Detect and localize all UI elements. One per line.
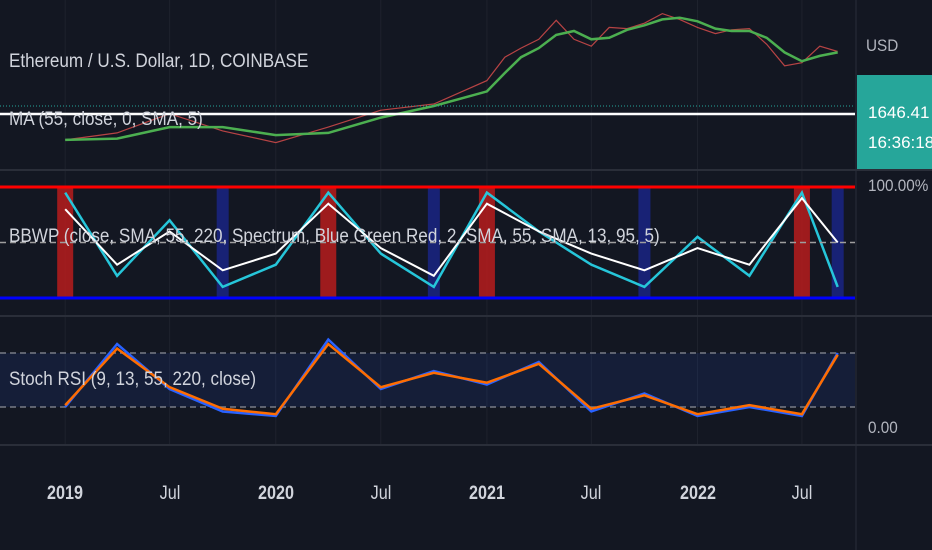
bbwp-axis-top-label: 100.00% [868, 176, 929, 195]
last-price: 1646.41 [868, 103, 930, 122]
ma-series-line [65, 16, 838, 142]
bar-countdown: 16:36:18 [868, 133, 932, 152]
stoch-rsi-indicator-label[interactable]: Stoch RSI (9, 13, 55, 220, close) [9, 369, 257, 390]
currency-label: USD [866, 36, 899, 55]
stoch-axis-bottom-label: 0.00 [868, 418, 898, 437]
x-tick-label: Jul [159, 483, 180, 504]
stoch-band-background [0, 353, 855, 407]
x-tick-label: Jul [791, 483, 813, 504]
bbwp-high-highlight [320, 187, 337, 298]
bbwp-high-highlight [478, 187, 495, 298]
x-tick-label: 2020 [257, 483, 294, 504]
x-tick-label: 2019 [47, 483, 84, 504]
x-tick-label: Jul [370, 483, 392, 504]
x-tick-label: 2021 [468, 483, 505, 504]
x-tick-label: Jul [581, 483, 602, 504]
ma-indicator-label[interactable]: MA (55, close, 0, SMA, 5) [9, 109, 203, 130]
stoch-d-line [64, 342, 839, 416]
bbwp-indicator-label[interactable]: BBWP (close, SMA, 55, 220, Spectrum, Blu… [9, 226, 660, 247]
symbol-title: Ethereum / U.S. Dollar, 1D, COINBASE [9, 51, 309, 72]
bbwp-ma-line [64, 196, 839, 278]
last-price-tag: 1646.41 16:36:18 [857, 75, 932, 169]
x-tick-label: 2022 [679, 483, 716, 504]
